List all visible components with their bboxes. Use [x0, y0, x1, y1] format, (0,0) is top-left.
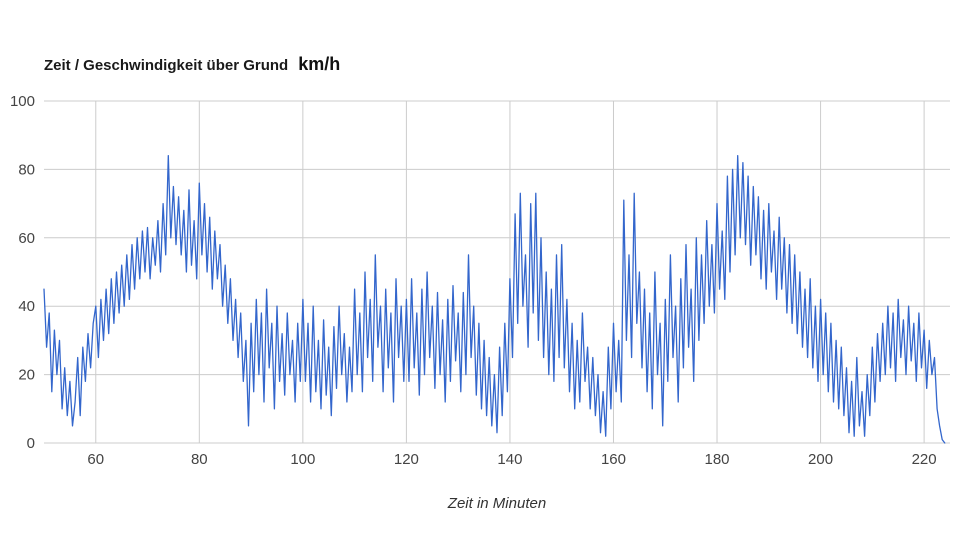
chart-title: Zeit / Geschwindigkeit über Grund: [44, 57, 289, 74]
x-tick-label: 180: [705, 451, 730, 468]
y-tick-label: 60: [18, 230, 35, 247]
x-tick-label: 60: [87, 451, 104, 468]
y-tick-label: 40: [18, 298, 35, 315]
x-tick-label: 140: [497, 451, 522, 468]
series-line[interactable]: [43, 155, 946, 444]
y-tick-label: 0: [27, 435, 35, 452]
chart-unit-label: km/h: [298, 54, 341, 74]
y-tick-label: 100: [10, 93, 35, 110]
x-tick-label: 120: [394, 451, 419, 468]
x-tick-label: 160: [601, 451, 626, 468]
y-tick-label: 20: [18, 367, 35, 384]
x-axis-title: Zeit in Minuten: [447, 495, 547, 512]
x-tick-label: 220: [912, 451, 937, 468]
x-tick-label: 100: [290, 451, 315, 468]
chart-title-row: Zeit / Geschwindigkeit über Grund km/h: [44, 54, 340, 75]
x-tick-label: 80: [191, 451, 208, 468]
x-tick-label: 200: [808, 451, 833, 468]
y-tick-label: 80: [18, 161, 35, 178]
